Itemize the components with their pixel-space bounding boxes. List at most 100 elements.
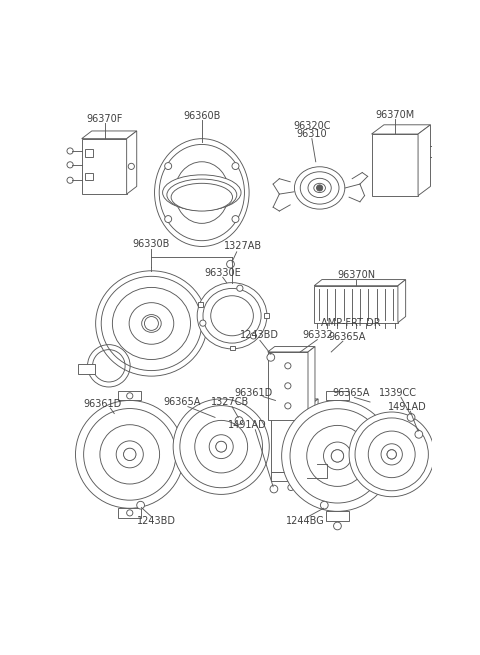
Ellipse shape (188, 177, 216, 208)
Ellipse shape (368, 431, 415, 477)
Bar (271, 404, 311, 472)
Circle shape (319, 469, 325, 475)
Circle shape (285, 403, 291, 409)
Ellipse shape (171, 183, 232, 211)
Ellipse shape (129, 303, 174, 345)
Ellipse shape (211, 296, 253, 336)
Ellipse shape (216, 441, 227, 452)
Circle shape (407, 413, 415, 421)
Text: 96330E: 96330E (204, 268, 241, 278)
Ellipse shape (112, 288, 191, 360)
Ellipse shape (100, 424, 159, 484)
Circle shape (334, 522, 341, 530)
Polygon shape (127, 131, 137, 194)
Bar (82, 139, 127, 194)
Ellipse shape (308, 178, 331, 198)
Circle shape (321, 501, 328, 509)
Polygon shape (268, 346, 315, 352)
Circle shape (285, 363, 291, 369)
Text: 96365A: 96365A (328, 331, 365, 341)
Text: 96370M: 96370M (375, 110, 414, 120)
Text: 96320C: 96320C (293, 121, 331, 132)
Text: 96332: 96332 (302, 330, 333, 340)
Ellipse shape (101, 276, 202, 371)
Bar (314, 286, 398, 323)
Text: 1327CB: 1327CB (211, 397, 250, 407)
Circle shape (285, 383, 291, 389)
Bar (264, 314, 269, 318)
Ellipse shape (75, 400, 184, 508)
Bar (85, 172, 93, 180)
Circle shape (137, 501, 144, 509)
Text: 96361D: 96361D (84, 400, 122, 409)
Circle shape (128, 163, 134, 170)
Text: 96365A: 96365A (164, 397, 201, 407)
Bar (230, 346, 235, 350)
Ellipse shape (324, 442, 351, 470)
Polygon shape (398, 280, 406, 323)
Circle shape (288, 413, 294, 419)
Circle shape (331, 450, 344, 462)
Ellipse shape (331, 450, 344, 462)
Text: 1243BD: 1243BD (137, 516, 176, 527)
Ellipse shape (349, 412, 434, 496)
Circle shape (127, 393, 133, 399)
Text: AMP-FRT DR: AMP-FRT DR (321, 318, 381, 328)
Circle shape (235, 417, 243, 424)
Ellipse shape (300, 172, 339, 204)
Circle shape (227, 260, 234, 268)
Ellipse shape (307, 425, 368, 487)
Ellipse shape (116, 441, 144, 468)
Text: 1491AD: 1491AD (228, 420, 267, 430)
Bar (372, 134, 418, 196)
Text: 96370N: 96370N (337, 270, 375, 280)
Circle shape (196, 187, 208, 198)
Circle shape (237, 285, 243, 291)
Circle shape (441, 458, 449, 466)
Ellipse shape (290, 409, 385, 503)
Bar (198, 303, 203, 307)
Circle shape (387, 450, 396, 459)
Circle shape (232, 215, 239, 223)
Circle shape (267, 354, 275, 361)
Circle shape (288, 432, 294, 438)
Circle shape (200, 320, 206, 326)
Ellipse shape (203, 288, 261, 343)
Ellipse shape (355, 418, 428, 491)
Circle shape (232, 162, 239, 170)
Text: 1243BD: 1243BD (240, 330, 279, 340)
Ellipse shape (314, 183, 325, 193)
Bar (268, 352, 308, 420)
Polygon shape (418, 125, 431, 196)
Ellipse shape (167, 179, 237, 211)
Circle shape (67, 177, 73, 183)
Ellipse shape (142, 314, 161, 332)
Ellipse shape (387, 450, 396, 459)
Ellipse shape (180, 405, 263, 488)
Bar (326, 512, 349, 521)
Text: 96360B: 96360B (183, 111, 220, 121)
Polygon shape (314, 280, 406, 286)
Text: 1491AD: 1491AD (388, 402, 427, 413)
Ellipse shape (124, 449, 136, 460)
Circle shape (67, 162, 73, 168)
Circle shape (415, 430, 423, 438)
Text: 96365A: 96365A (332, 388, 369, 398)
Ellipse shape (209, 435, 233, 458)
Bar (78, 364, 95, 374)
Ellipse shape (159, 145, 244, 240)
Text: 96310: 96310 (297, 129, 327, 139)
Ellipse shape (197, 283, 267, 349)
Circle shape (165, 162, 172, 170)
Ellipse shape (96, 271, 207, 376)
Bar (118, 508, 142, 517)
Circle shape (288, 451, 294, 457)
Text: 1339CC: 1339CC (379, 388, 417, 398)
Polygon shape (308, 346, 315, 420)
Circle shape (67, 148, 73, 154)
Circle shape (165, 215, 172, 223)
Ellipse shape (381, 444, 402, 465)
Bar (85, 149, 93, 157)
Ellipse shape (173, 399, 269, 495)
Text: 96361D: 96361D (235, 388, 273, 398)
